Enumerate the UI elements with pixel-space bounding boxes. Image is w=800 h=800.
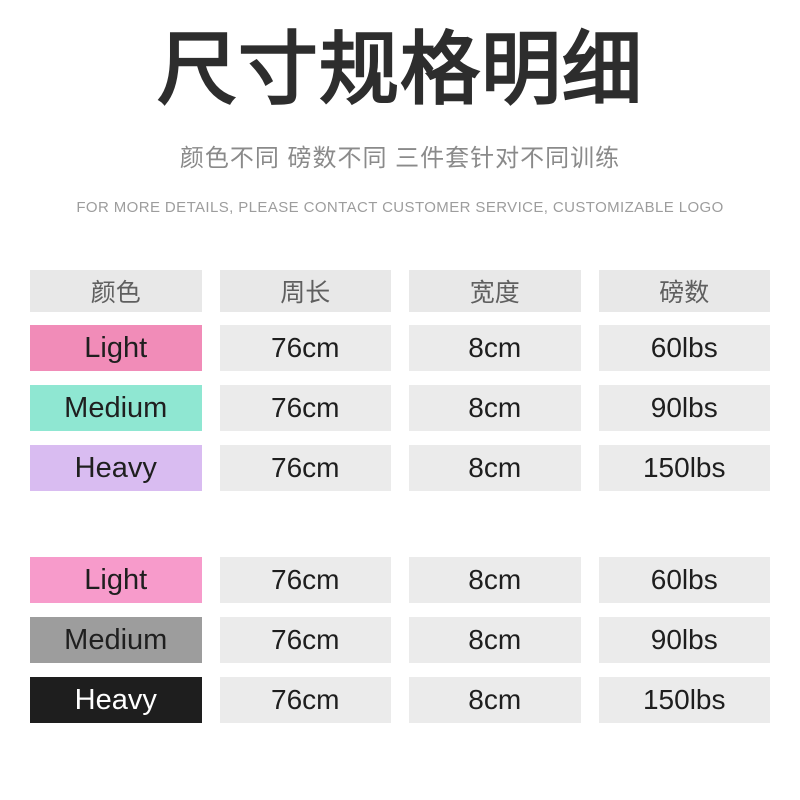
table-header-row: 颜色 周长 宽度 磅数 xyxy=(30,270,770,312)
customer-service-note: FOR MORE DETAILS, PLEASE CONTACT CUSTOME… xyxy=(76,199,724,216)
column-header-width: 宽度 xyxy=(409,270,581,312)
column-header-color: 颜色 xyxy=(30,270,202,312)
pounds-cell: 90lbs xyxy=(598,385,770,431)
column-header-circumference: 周长 xyxy=(219,270,391,312)
circumference-cell: 76cm xyxy=(219,325,391,371)
circumference-cell: 76cm xyxy=(219,677,391,723)
color-swatch-light: Light xyxy=(30,557,202,603)
pounds-cell: 90lbs xyxy=(598,617,770,663)
table-row: Heavy 76cm 8cm 150lbs xyxy=(30,445,770,491)
circumference-cell: 76cm xyxy=(219,385,391,431)
color-swatch-heavy: Heavy xyxy=(30,677,202,723)
circumference-cell: 76cm xyxy=(219,617,391,663)
subtitle: 颜色不同 磅数不同 三件套针对不同训练 xyxy=(179,145,621,172)
table-row: Light 76cm 8cm 60lbs xyxy=(30,557,770,603)
pounds-cell: 150lbs xyxy=(598,677,770,723)
width-cell: 8cm xyxy=(409,677,581,723)
column-header-pounds: 磅数 xyxy=(598,270,770,312)
width-cell: 8cm xyxy=(409,445,581,491)
width-cell: 8cm xyxy=(409,557,581,603)
color-swatch-medium: Medium xyxy=(30,385,202,431)
page-title: 尺寸规格明细 xyxy=(157,25,643,114)
circumference-cell: 76cm xyxy=(219,557,391,603)
table-row: Medium 76cm 8cm 90lbs xyxy=(30,385,770,431)
table-row: Light 76cm 8cm 60lbs xyxy=(30,325,770,371)
color-swatch-light: Light xyxy=(30,325,202,371)
width-cell: 8cm xyxy=(409,617,581,663)
pounds-cell: 60lbs xyxy=(598,557,770,603)
color-swatch-heavy: Heavy xyxy=(30,445,202,491)
width-cell: 8cm xyxy=(409,385,581,431)
color-swatch-medium: Medium xyxy=(30,617,202,663)
pounds-cell: 60lbs xyxy=(598,325,770,371)
width-cell: 8cm xyxy=(409,325,581,371)
circumference-cell: 76cm xyxy=(219,445,391,491)
spec-table: 颜色 周长 宽度 磅数 Light 76cm 8cm 60lbs Medium … xyxy=(30,270,770,723)
table-row: Medium 76cm 8cm 90lbs xyxy=(30,617,770,663)
table-row: Heavy 76cm 8cm 150lbs xyxy=(30,677,770,723)
pounds-cell: 150lbs xyxy=(598,445,770,491)
